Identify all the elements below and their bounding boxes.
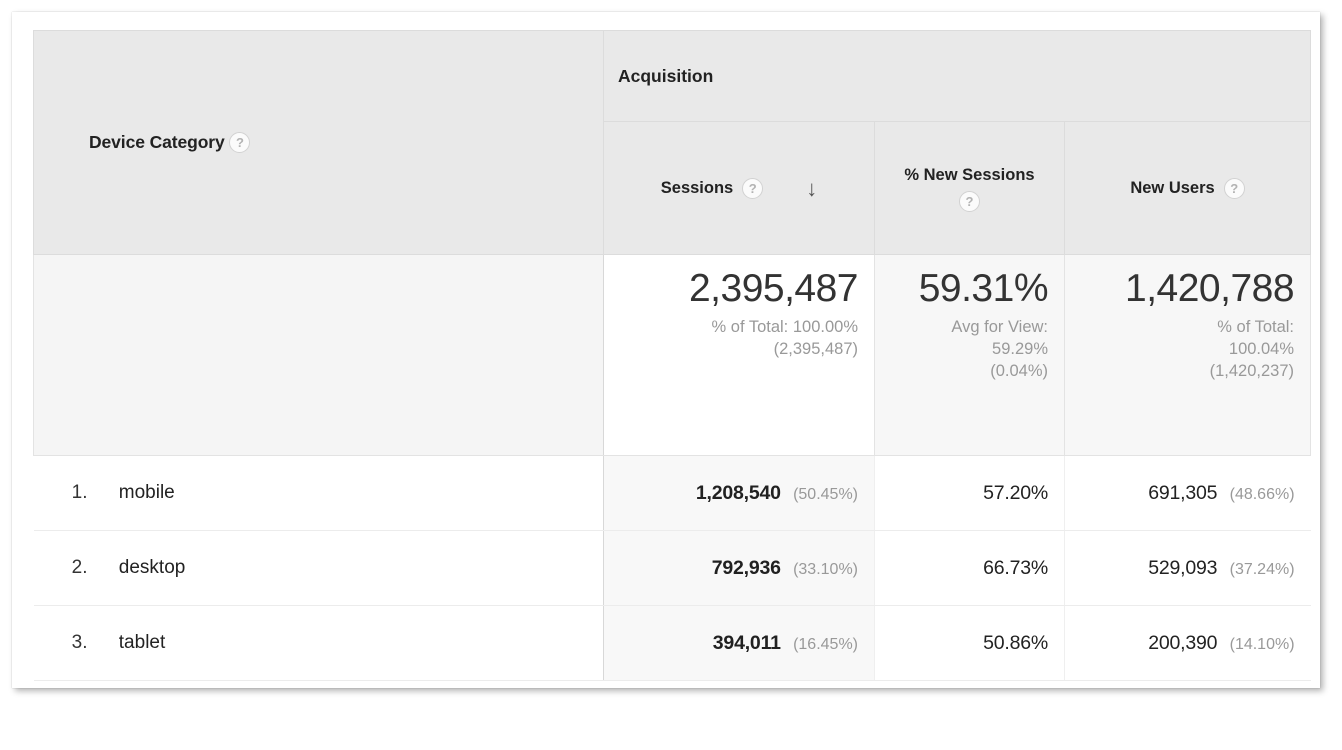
help-icon[interactable]: ? <box>1223 177 1245 199</box>
summary-note-line: 100.04% <box>1228 339 1295 358</box>
row-value-new-users: 691,305 <box>1148 481 1218 504</box>
summary-dimension-cell <box>33 254 604 456</box>
table-row[interactable]: 3. tablet 394,011 (16.45%) 50.86% 200,39… <box>33 605 1311 681</box>
help-icon[interactable]: ? <box>742 177 764 199</box>
row-value-pct-new-sessions: 50.86% <box>983 631 1048 654</box>
column-group-header-acquisition: Acquisition <box>602 29 1312 123</box>
summary-cell-pct-new-sessions: 59.31% Avg for View: 59.29% (0.04%) <box>874 254 1065 456</box>
device-category-report-table: Device Category ? Acquisition Sessions ?… <box>33 29 1312 681</box>
summary-value-pct-new-sessions: 59.31% <box>918 267 1049 310</box>
row-pct-new-users: (37.24%) <box>1229 560 1295 578</box>
row-pct-sessions: (16.45%) <box>793 635 858 653</box>
row-cell-pct-new-sessions: 66.73% <box>874 530 1065 606</box>
table-row[interactable]: 1. mobile 1,208,540 (50.45%) 57.20% 691,… <box>33 455 1311 531</box>
row-cell-new-users: 691,305 (48.66%) <box>1064 455 1311 531</box>
summary-note-line: Avg for View: <box>951 318 1048 336</box>
dimension-header-label: Device Category <box>89 131 225 152</box>
row-dimension-cell: 3. tablet <box>33 605 604 681</box>
summary-note-sessions: % of Total: 100.00% (2,395,487) <box>620 317 858 361</box>
summary-row: 2,395,487 % of Total: 100.00% (2,395,487… <box>33 254 1312 456</box>
summary-value-sessions: 2,395,487 <box>688 267 859 310</box>
row-pct-sessions: (33.10%) <box>793 560 858 578</box>
row-value-pct-new-sessions: 66.73% <box>983 556 1048 579</box>
summary-note-line: 59.29% <box>992 339 1048 358</box>
row-value-new-users: 529,093 <box>1148 556 1218 579</box>
help-icon[interactable]: ? <box>959 190 980 212</box>
metric-label-new-users: New Users <box>1130 179 1215 198</box>
new-users-header-inline: New Users ? <box>1130 177 1245 199</box>
table-header: Device Category ? Acquisition Sessions ?… <box>33 29 1312 255</box>
header-row-group: Device Category ? Acquisition <box>33 29 1312 255</box>
row-value-sessions: 394,011 <box>712 631 781 654</box>
summary-value-new-users: 1,420,788 <box>1125 267 1295 310</box>
row-pct-new-users: (14.10%) <box>1229 635 1295 653</box>
row-pct-sessions: (50.45%) <box>793 485 858 503</box>
summary-note-line: (1,420,237) <box>1209 361 1295 380</box>
row-value-sessions: 792,936 <box>711 556 781 579</box>
column-header-sessions[interactable]: Sessions ? ↓ <box>603 121 875 255</box>
summary-cell-sessions: 2,395,487 % of Total: 100.00% (2,395,487… <box>603 254 875 456</box>
summary-note-line: (2,395,487) <box>773 339 858 358</box>
metric-label-sessions: Sessions <box>660 179 734 198</box>
row-pct-new-users: (48.66%) <box>1229 485 1295 503</box>
row-dimension-cell: 1. mobile <box>33 455 604 531</box>
row-cell-pct-new-sessions: 57.20% <box>874 455 1065 531</box>
row-value-sessions: 1,208,540 <box>695 481 781 504</box>
column-header-new-users[interactable]: New Users ? <box>1063 121 1312 255</box>
summary-note-pct-new-sessions: Avg for View: 59.29% (0.04%) <box>891 317 1048 382</box>
row-value-pct-new-sessions: 57.20% <box>983 481 1048 504</box>
row-index: 1. <box>71 482 88 503</box>
row-index: 3. <box>71 632 88 653</box>
row-label-link[interactable]: mobile <box>118 482 175 503</box>
group-header-label: Acquisition <box>618 65 714 86</box>
help-icon[interactable]: ? <box>229 132 251 154</box>
row-index: 2. <box>71 557 88 578</box>
metric-label-pct-new-sessions: % New Sessions <box>904 165 1035 184</box>
sort-descending-arrow-icon[interactable]: ↓ <box>806 175 818 201</box>
header-row-metrics: Sessions ? ↓ % New Sessions ? New Users … <box>34 121 1312 255</box>
row-value-new-users: 200,390 <box>1148 631 1218 654</box>
column-header-device-category[interactable]: Device Category ? <box>33 30 604 255</box>
summary-note-line: % of Total: <box>1217 318 1295 336</box>
row-cell-sessions: 1,208,540 (50.45%) <box>603 455 875 531</box>
report-card: Device Category ? Acquisition Sessions ?… <box>12 12 1320 688</box>
row-cell-new-users: 200,390 (14.10%) <box>1064 605 1311 681</box>
summary-note-line: % of Total: 100.00% <box>711 318 858 336</box>
sessions-header-inline: Sessions ? ↓ <box>660 175 818 201</box>
summary-note-new-users: % of Total: 100.04% (1,420,237) <box>1081 317 1294 382</box>
row-dimension-cell: 2. desktop <box>33 530 604 606</box>
row-label-link[interactable]: tablet <box>118 632 166 653</box>
table-row[interactable]: 2. desktop 792,936 (33.10%) 66.73% 529,0… <box>33 530 1311 606</box>
column-header-pct-new-sessions[interactable]: % New Sessions ? <box>874 121 1065 255</box>
row-cell-pct-new-sessions: 50.86% <box>874 605 1065 681</box>
row-cell-sessions: 792,936 (33.10%) <box>603 530 875 606</box>
summary-cell-new-users: 1,420,788 % of Total: 100.04% (1,420,237… <box>1063 254 1312 456</box>
row-cell-new-users: 529,093 (37.24%) <box>1064 530 1311 606</box>
row-cell-sessions: 394,011 (16.45%) <box>603 605 875 681</box>
row-label-link[interactable]: desktop <box>118 557 186 578</box>
summary-note-line: (0.04%) <box>990 361 1048 380</box>
table-body: 2,395,487 % of Total: 100.00% (2,395,487… <box>33 254 1312 681</box>
